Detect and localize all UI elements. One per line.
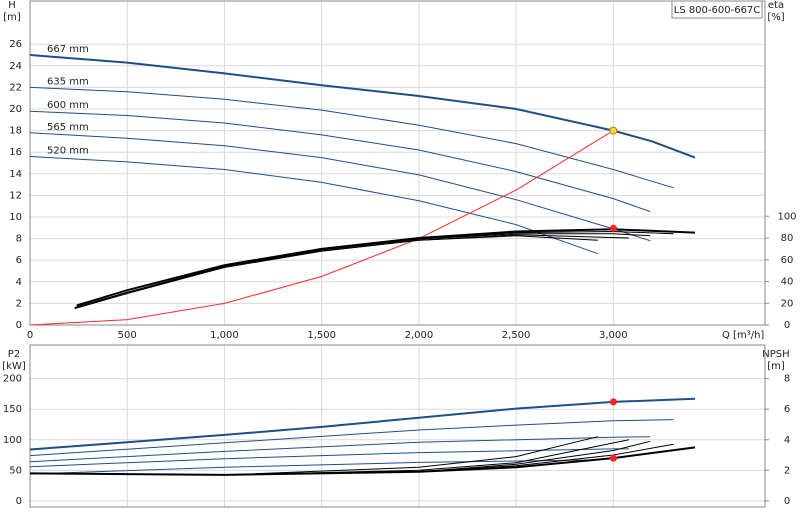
y-tick-label: 10 xyxy=(9,212,22,223)
y2-axis-title: eta xyxy=(768,0,784,11)
operating-point xyxy=(609,398,617,406)
y-tick-label: 16 xyxy=(9,147,22,158)
curve xyxy=(29,86,674,189)
y-tick-label: 8 xyxy=(16,234,22,245)
y2-tick-label: 0 xyxy=(784,320,790,331)
curve xyxy=(29,132,651,242)
y2-tick-label: 4 xyxy=(784,435,790,446)
y2-axis-unit: [%] xyxy=(767,12,784,23)
chart-title: LS 800-600-667C xyxy=(674,5,761,16)
y-tick-label: 20 xyxy=(9,104,22,115)
plot-frame xyxy=(29,0,766,326)
curve-label: 565 mm xyxy=(47,122,89,133)
curve-label: 667 mm xyxy=(47,44,89,55)
x-tick-label: 2,500 xyxy=(502,330,531,341)
y-axis-title: P2 xyxy=(8,349,20,360)
y-tick-label: 150 xyxy=(3,404,22,415)
y2-tick-label: 20 xyxy=(781,298,794,309)
x-tick-label: 2,000 xyxy=(405,330,434,341)
curve xyxy=(76,228,696,307)
curve-label: 600 mm xyxy=(47,100,89,111)
y-tick-label: 100 xyxy=(3,435,22,446)
operating-point xyxy=(609,224,617,232)
y-tick-label: 22 xyxy=(9,82,22,93)
x-tick-label: 500 xyxy=(118,330,137,341)
y2-axis-unit: [m] xyxy=(767,361,785,372)
y2-tick-label: 60 xyxy=(781,255,794,266)
y2-tick-label: 100 xyxy=(777,211,796,222)
curve xyxy=(29,156,598,255)
y-axis-unit: [m] xyxy=(3,12,21,23)
y2-axis-title: NPSH xyxy=(762,349,789,360)
y-tick-label: 200 xyxy=(3,374,22,385)
y-axis-title: H xyxy=(8,0,16,11)
curve xyxy=(29,436,598,476)
curve xyxy=(29,459,598,475)
curve xyxy=(29,110,651,213)
x-axis-title: Q [m³/h] xyxy=(722,330,764,341)
y-tick-label: 4 xyxy=(16,277,22,288)
plot-frame xyxy=(29,344,766,508)
curve xyxy=(29,436,651,463)
curve xyxy=(74,235,598,310)
curve xyxy=(29,130,614,326)
x-tick-label: 1,500 xyxy=(307,330,336,341)
y-axis-unit: [kW] xyxy=(2,361,26,372)
y2-tick-label: 0 xyxy=(784,496,790,507)
x-tick-label: 0 xyxy=(27,330,33,341)
operating-point xyxy=(609,126,618,135)
y-tick-label: 14 xyxy=(9,169,22,180)
y2-tick-label: 80 xyxy=(781,233,794,244)
y2-tick-label: 8 xyxy=(784,374,790,385)
y-tick-label: 6 xyxy=(16,255,22,266)
curve xyxy=(29,419,674,457)
y-tick-label: 2 xyxy=(16,298,22,309)
y-tick-label: 26 xyxy=(9,39,22,50)
y-tick-label: 12 xyxy=(9,190,22,201)
y-tick-label: 0 xyxy=(16,320,22,331)
y-tick-label: 18 xyxy=(9,126,22,137)
y-tick-label: 24 xyxy=(9,61,22,72)
y2-tick-label: 6 xyxy=(784,404,790,415)
y-tick-label: 0 xyxy=(16,496,22,507)
curve-label: 520 mm xyxy=(47,146,89,157)
curve xyxy=(29,397,696,451)
x-tick-label: 3,000 xyxy=(599,330,628,341)
curve-label: 635 mm xyxy=(47,76,89,87)
curve xyxy=(29,54,696,159)
y-tick-label: 50 xyxy=(9,465,22,476)
operating-point xyxy=(609,454,617,462)
y2-tick-label: 2 xyxy=(784,465,790,476)
x-tick-label: 1,000 xyxy=(210,330,239,341)
y2-tick-label: 40 xyxy=(781,277,794,288)
